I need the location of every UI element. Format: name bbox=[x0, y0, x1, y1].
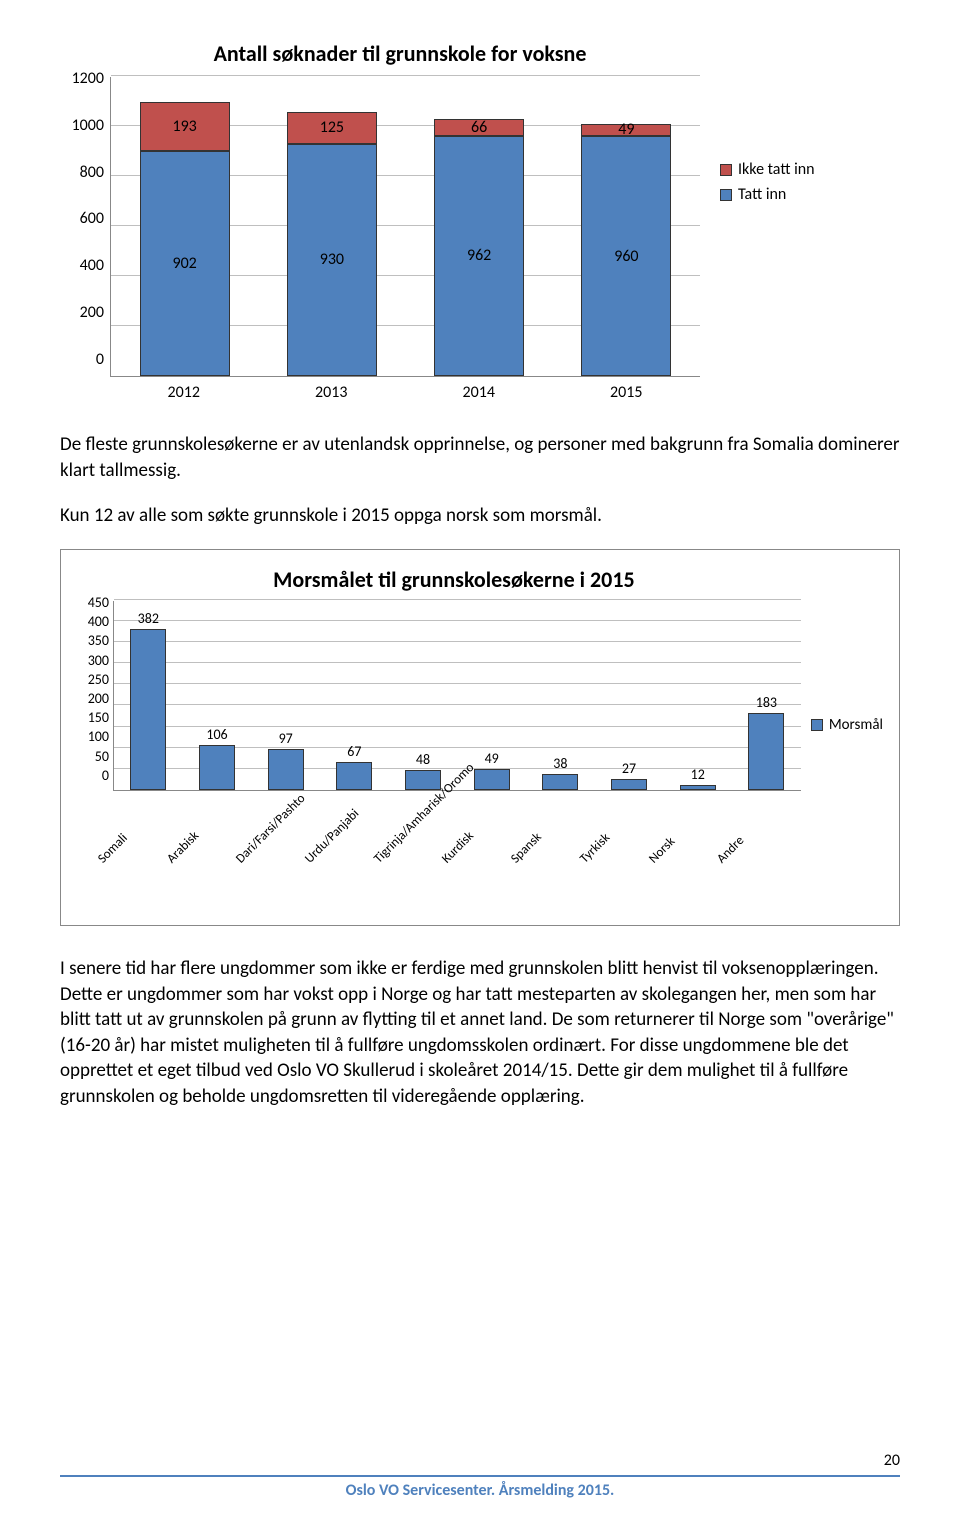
chart2-bar-rect bbox=[405, 770, 441, 790]
chart2-y-tick: 0 bbox=[77, 767, 109, 784]
chart2-x-axis: SomaliArabiskDari/Farsi/PashtoUrdu/Panja… bbox=[113, 795, 801, 905]
chart2-bar: 48 bbox=[400, 751, 446, 790]
legend-swatch-icon bbox=[720, 189, 732, 201]
chart1-plot: 020040060080010001200 902193930125962669… bbox=[60, 77, 700, 377]
chart2-y-tick: 250 bbox=[77, 671, 109, 688]
chart2-y-tick: 150 bbox=[77, 709, 109, 726]
chart1-segment-tatt-inn: 960 bbox=[581, 136, 671, 376]
chart2-value-label: 49 bbox=[485, 750, 499, 767]
chart1-y-tick: 1200 bbox=[60, 69, 104, 88]
chart2-container: Morsmålet til grunnskolesøkerne i 2015 0… bbox=[60, 549, 900, 926]
chart2-y-tick: 450 bbox=[77, 594, 109, 611]
chart1-segment-tatt-inn: 902 bbox=[140, 151, 230, 377]
chart1-container: Antall søknader til grunnskole for voksn… bbox=[60, 40, 900, 402]
chart2-bar-rect bbox=[542, 774, 578, 790]
chart2-bar-rect bbox=[680, 785, 716, 790]
chart1-segment-ikke-tatt-inn: 125 bbox=[287, 112, 377, 143]
chart1-legend: Ikke tatt inn Tatt inn bbox=[720, 160, 815, 210]
legend-label: Ikke tatt inn bbox=[738, 160, 815, 179]
paragraph-1: De fleste grunnskolesøkerne er av utenla… bbox=[60, 432, 900, 483]
chart1-x-label: 2014 bbox=[434, 383, 524, 402]
legend-swatch-icon bbox=[811, 719, 823, 731]
footer-text: Oslo VO Servicesenter. Årsmelding 2015. bbox=[346, 1481, 615, 1500]
chart1-bar: 96049 bbox=[581, 124, 671, 376]
chart2-value-label: 48 bbox=[416, 751, 430, 768]
chart2-value-label: 27 bbox=[622, 760, 636, 777]
chart1-y-tick: 200 bbox=[60, 303, 104, 322]
chart2: Morsmålet til grunnskolesøkerne i 2015 0… bbox=[77, 566, 801, 905]
chart2-value-label: 183 bbox=[756, 694, 777, 711]
chart1-segment-ikke-tatt-inn: 193 bbox=[140, 102, 230, 150]
chart1-segment-ikke-tatt-inn: 66 bbox=[434, 119, 524, 136]
chart2-y-tick: 350 bbox=[77, 632, 109, 649]
chart1-y-tick: 0 bbox=[60, 350, 104, 369]
chart2-bar: 67 bbox=[331, 743, 377, 790]
chart1-segment-tatt-inn: 962 bbox=[434, 136, 524, 377]
chart2-bar: 183 bbox=[743, 694, 789, 790]
chart1-y-tick: 1000 bbox=[60, 116, 104, 135]
chart2-bar: 27 bbox=[606, 760, 652, 790]
chart1-segment-ikke-tatt-inn: 49 bbox=[581, 124, 671, 136]
chart1-segment-tatt-inn: 930 bbox=[287, 144, 377, 377]
chart2-bar: 38 bbox=[537, 755, 583, 790]
chart2-plot: 050100150200250300350400450 382106976748… bbox=[77, 601, 801, 791]
chart2-legend: Morsmål bbox=[811, 716, 883, 740]
legend-label: Morsmål bbox=[829, 716, 883, 734]
chart2-y-tick: 300 bbox=[77, 652, 109, 669]
chart1: Antall søknader til grunnskole for voksn… bbox=[60, 40, 700, 402]
chart2-y-tick: 100 bbox=[77, 728, 109, 745]
chart2-y-tick: 400 bbox=[77, 613, 109, 630]
legend-swatch-icon bbox=[720, 164, 732, 176]
legend-label: Tatt inn bbox=[738, 185, 786, 204]
legend-item-tatt-inn: Tatt inn bbox=[720, 185, 815, 204]
legend-item-ikke-tatt-inn: Ikke tatt inn bbox=[720, 160, 815, 179]
paragraph-2: Kun 12 av alle som søkte grunnskole i 20… bbox=[60, 503, 900, 529]
chart2-value-label: 38 bbox=[553, 755, 567, 772]
chart2-bar-rect bbox=[130, 629, 166, 790]
chart2-bar-rect bbox=[268, 749, 304, 790]
chart2-title: Morsmålet til grunnskolesøkerne i 2015 bbox=[107, 566, 801, 593]
chart2-bar-rect bbox=[199, 745, 235, 790]
chart2-bar: 106 bbox=[194, 726, 240, 790]
chart2-y-axis: 0 50 100 150 200 250 300 350 400 450 bbox=[77, 594, 113, 784]
chart1-bar: 96266 bbox=[434, 119, 524, 376]
page-footer: 20 Oslo VO Servicesenter. Årsmelding 201… bbox=[60, 1475, 900, 1500]
chart2-value-label: 106 bbox=[206, 726, 227, 743]
paragraph-3: I senere tid har flere ungdommer som ikk… bbox=[60, 956, 900, 1110]
chart2-bars: 382 106 97 67 48 49 38 27 12 183 bbox=[114, 601, 801, 790]
chart1-y-tick: 400 bbox=[60, 256, 104, 275]
chart2-bar-rect bbox=[474, 769, 510, 790]
chart2-bar-rect bbox=[748, 713, 784, 790]
chart1-bars: 902193 930125 96266 96049 bbox=[111, 77, 700, 376]
chart1-bar: 902193 bbox=[140, 102, 230, 376]
chart2-bar: 97 bbox=[263, 730, 309, 790]
chart2-plot-area: 382 106 97 67 48 49 38 27 12 183 bbox=[113, 601, 801, 791]
chart1-bar: 930125 bbox=[287, 112, 377, 376]
page-number: 20 bbox=[884, 1451, 900, 1470]
chart1-x-label: 2015 bbox=[581, 383, 671, 402]
chart2-bar-rect bbox=[611, 779, 647, 790]
chart2-y-tick: 200 bbox=[77, 690, 109, 707]
chart2-value-label: 382 bbox=[138, 610, 159, 627]
chart2-y-tick: 50 bbox=[77, 748, 109, 765]
legend-item-morsmal: Morsmål bbox=[811, 716, 883, 734]
chart2-value-label: 12 bbox=[691, 766, 705, 783]
chart1-y-tick: 600 bbox=[60, 209, 104, 228]
chart1-x-axis: 2012 2013 2014 2015 bbox=[110, 383, 700, 402]
chart2-value-label: 67 bbox=[347, 743, 361, 760]
chart2-bar: 12 bbox=[675, 766, 721, 790]
chart1-y-axis: 0 200 400 600 800 1000 1200 bbox=[60, 69, 110, 369]
chart1-y-tick: 800 bbox=[60, 163, 104, 182]
chart2-value-label: 97 bbox=[279, 730, 293, 747]
chart2-bar: 382 bbox=[125, 610, 171, 790]
chart1-title: Antall søknader til grunnskole for voksn… bbox=[100, 40, 700, 67]
chart2-bar-rect bbox=[336, 762, 372, 790]
chart1-plot-area: 902193 930125 96266 96049 bbox=[110, 77, 700, 377]
chart1-x-label: 2013 bbox=[286, 383, 376, 402]
chart1-x-label: 2012 bbox=[139, 383, 229, 402]
